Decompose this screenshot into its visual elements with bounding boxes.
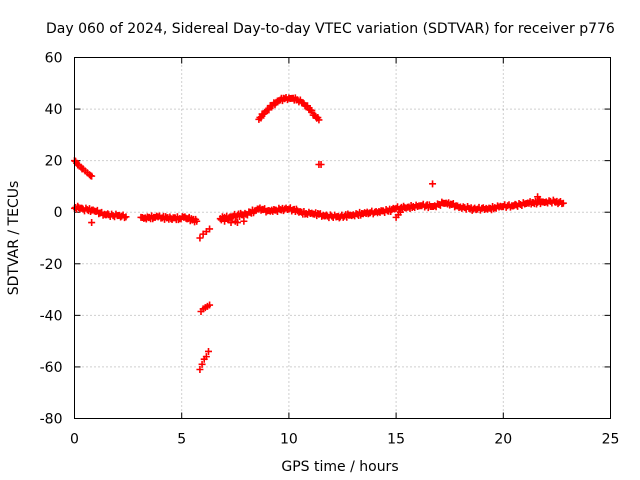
x-tick-label: 5	[177, 432, 186, 448]
data-point	[206, 301, 214, 309]
data-point	[265, 106, 273, 114]
data-point	[559, 199, 567, 207]
x-tick-label: 0	[70, 432, 79, 448]
data-point	[202, 353, 210, 361]
data-point	[303, 102, 311, 110]
data-point	[429, 180, 437, 188]
x-tick-label: 10	[280, 432, 298, 448]
data-points	[71, 93, 567, 374]
y-tick-label: 0	[54, 205, 63, 221]
y-axis-label: SDTVAR / TECUs	[6, 181, 22, 296]
x-axis: 0 5 10 15 20 25	[70, 57, 620, 448]
y-tick-label: -60	[40, 360, 63, 376]
data-point	[221, 217, 229, 225]
y-tick-label: 20	[45, 154, 63, 170]
y-tick-label: -80	[40, 412, 63, 428]
data-point	[198, 360, 206, 368]
x-tick-label: 15	[387, 432, 405, 448]
data-point	[206, 225, 214, 233]
data-point	[225, 216, 233, 224]
data-point	[308, 107, 316, 115]
y-tick-label: -40	[40, 308, 63, 324]
data-point	[193, 217, 201, 225]
chart-title: Day 060 of 2024, Sidereal Day-to-day VTE…	[46, 21, 615, 37]
y-tick-label: 60	[45, 51, 63, 67]
data-point	[122, 213, 130, 221]
data-point	[240, 217, 248, 225]
data-point	[88, 172, 96, 180]
data-point	[88, 219, 96, 227]
data-point	[317, 161, 325, 169]
x-tick-label: 20	[494, 432, 512, 448]
data-point	[536, 195, 544, 203]
data-point	[196, 234, 204, 242]
y-tick-label: 40	[45, 102, 63, 118]
grid	[74, 57, 611, 419]
data-point	[196, 366, 204, 374]
data-point	[257, 114, 265, 122]
data-point	[396, 208, 404, 216]
plot-frame	[74, 57, 611, 419]
x-axis-label: GPS time / hours	[281, 459, 398, 475]
data-point	[231, 217, 239, 225]
x-tick-label: 25	[602, 432, 620, 448]
y-tick-label: -20	[40, 257, 63, 273]
y-axis: -80 -60 -40 -20 0 20 40 60	[40, 51, 611, 428]
data-point	[315, 116, 323, 124]
data-point	[205, 347, 212, 355]
